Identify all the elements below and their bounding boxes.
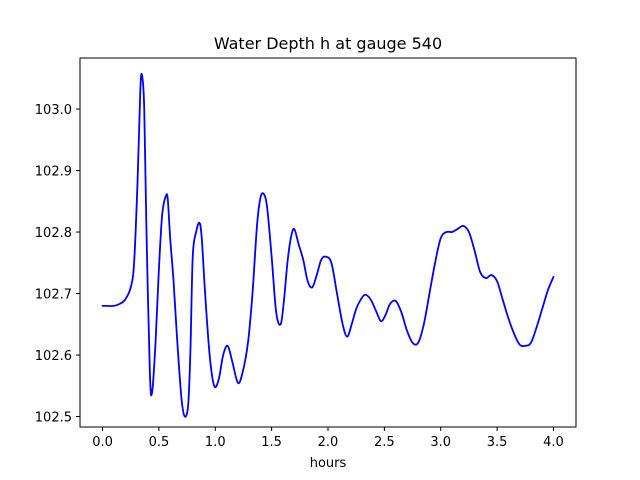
x-tick-label: 1.0: [205, 435, 226, 450]
x-axis-label: hours: [310, 456, 347, 471]
y-tick-label: 102.6: [35, 349, 72, 364]
y-tick-label: 102.7: [35, 288, 72, 303]
y-tick-label: 102.5: [35, 411, 72, 426]
series-layer: [101, 72, 555, 418]
chart-title: Water Depth h at gauge 540: [214, 34, 442, 53]
x-tick-label: 1.5: [261, 435, 282, 450]
series-line: [101, 72, 555, 418]
x-tick-label: 0.0: [92, 435, 113, 450]
x-tick-label: 4.0: [543, 435, 564, 450]
x-tick-label: 0.5: [149, 435, 170, 450]
x-tick-label: 3.5: [487, 435, 508, 450]
y-tick-label: 102.9: [35, 165, 72, 180]
y-axis-ticks: 102.5 102.6 102.7 102.8 102.9 103.0: [35, 103, 80, 426]
plot-area-frame: [79, 57, 577, 428]
y-tick-label: 103.0: [35, 103, 72, 118]
x-tick-label: 3.0: [430, 435, 451, 450]
x-tick-label: 2.5: [374, 435, 395, 450]
x-tick-label: 2.0: [318, 435, 339, 450]
y-tick-label: 102.8: [35, 226, 72, 241]
x-axis-ticks: 0.0 0.5 1.0 1.5 2.0 2.5 3.0 3.5 4.0: [92, 427, 564, 450]
